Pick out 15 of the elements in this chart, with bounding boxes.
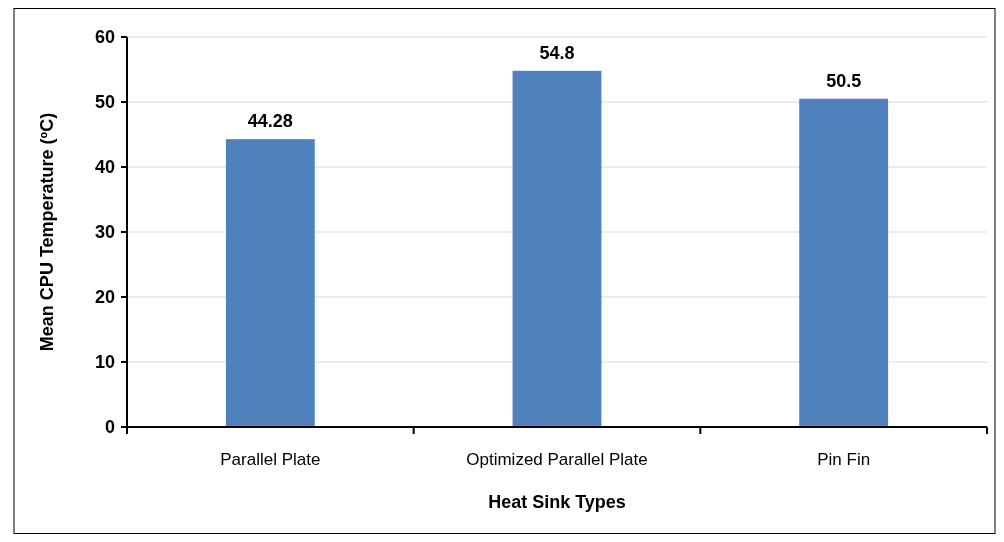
data-label: 54.8 — [539, 42, 575, 63]
data-label: 50.5 — [826, 70, 862, 91]
y-tick-label: 60 — [94, 27, 115, 48]
y-tick-label: 30 — [94, 222, 115, 243]
y-tick-label: 0 — [104, 417, 115, 438]
x-tick-label: Optimized Parallel Plate — [466, 450, 648, 469]
data-label: 44.28 — [247, 111, 293, 132]
x-tick-label: Pin Fin — [817, 450, 871, 469]
y-tick-label: 50 — [94, 92, 115, 113]
y-tick-label: 10 — [94, 352, 115, 373]
x-axis-title: Heat Sink Types — [488, 492, 626, 512]
y-tick-label: 40 — [94, 157, 115, 178]
y-tick-label: 20 — [94, 287, 115, 308]
y-axis-title: Mean CPU Temperature (ºC) — [37, 112, 57, 352]
x-tick-label: Parallel Plate — [220, 450, 321, 469]
